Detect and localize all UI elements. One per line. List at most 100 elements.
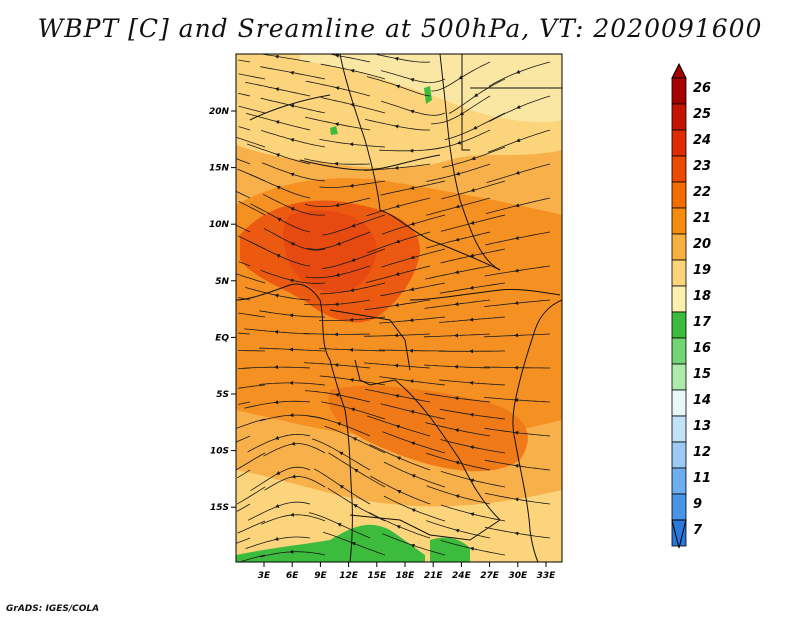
streamline-arrow: [394, 56, 399, 61]
streamline: [238, 73, 266, 80]
streamline-arrow: [274, 400, 279, 405]
streamline-arrow: [409, 148, 414, 153]
streamline-arrow: [274, 329, 279, 334]
lon-label: 3E: [258, 571, 271, 581]
colorbar-label: 12: [693, 445, 711, 460]
streamline-arrow: [334, 332, 338, 337]
streamline-arrow: [514, 464, 519, 468]
lon-label: 12E: [339, 571, 359, 581]
field-south-orange: [328, 385, 528, 472]
streamline: [238, 59, 251, 63]
streamline-arrow: [334, 363, 339, 367]
streamline: [238, 401, 251, 405]
streamline-arrow: [456, 140, 462, 145]
chart-title: WBPT [C] and Sreamline at 500hPa, VT: 20…: [37, 14, 763, 43]
border-8: [394, 379, 501, 521]
streamline-arrow: [469, 512, 475, 517]
streamline-arrow: [395, 84, 401, 89]
streamline-arrow: [336, 241, 341, 246]
streamline: [238, 261, 251, 267]
streamline-arrow: [291, 474, 296, 479]
colorbar-label: 15: [693, 367, 711, 382]
colorbar-label: 20: [693, 237, 711, 252]
streamline-arrow: [339, 485, 344, 489]
colorbar-swatch: [671, 233, 687, 261]
colorbar-label: 9: [693, 497, 702, 512]
streamline-arrow: [455, 528, 460, 533]
streamline-arrow: [275, 120, 280, 125]
streamline-arrow: [469, 380, 474, 385]
streamline-arrow: [409, 318, 414, 323]
streamline-arrow: [274, 365, 278, 370]
streamline-arrow: [470, 220, 475, 225]
colorbar-swatch: [671, 415, 687, 443]
streamline-arrow: [473, 93, 479, 97]
streamline: [236, 486, 266, 505]
streamline-arrow: [411, 508, 416, 513]
colorbar-swatch: [671, 207, 687, 235]
streamline-arrow: [349, 288, 355, 292]
streamline: [376, 54, 431, 63]
streamline-arrow: [410, 255, 415, 260]
streamline-arrow: [409, 410, 415, 414]
coastline-east: [512, 299, 562, 562]
map-frame: [235, 53, 563, 563]
colorbar-label: 16: [693, 341, 711, 356]
streamline-arrow: [274, 537, 279, 541]
streamline-arrow: [334, 54, 339, 58]
borders: [236, 54, 562, 562]
colorbar-label: 25: [693, 107, 711, 122]
colorbar: 26 25 24 23 22 21 20 19 18 17 16 15 14 13 12 11 9 7: [671, 62, 712, 549]
streamline-arrow: [276, 185, 281, 190]
colorbar-swatch: [671, 181, 687, 209]
streamline-arrow: [472, 125, 478, 130]
field-green-north-2: [330, 126, 338, 135]
streamline-arrow: [350, 68, 355, 73]
streamline-arrow: [396, 525, 401, 529]
streamline-arrow: [335, 86, 340, 91]
streamline-arrow: [469, 349, 473, 354]
streamline-arrow: [469, 317, 474, 322]
border-1: [339, 54, 381, 211]
streamline-arrow: [514, 398, 519, 403]
streamline-arrow: [334, 161, 339, 166]
lon-label: 21E: [424, 571, 444, 581]
lon-label: 9E: [314, 571, 327, 581]
colorbar-bottom-arrow: [671, 519, 687, 549]
streamline-arrow: [454, 364, 459, 369]
streamline-arrow: [454, 333, 459, 338]
streamline: [236, 418, 266, 429]
streamline-arrow: [514, 365, 518, 370]
lat-label: 5N: [215, 277, 229, 287]
streamline-arrow: [350, 407, 355, 412]
streamline-arrow: [515, 170, 520, 175]
field-green-north: [424, 86, 432, 104]
streamline-arrow: [289, 512, 295, 517]
streamline-arrow: [351, 542, 356, 546]
streamline: [237, 520, 266, 534]
streamline-arrow: [514, 268, 519, 273]
border-9: [409, 289, 561, 301]
streamline-arrow: [349, 317, 354, 322]
colorbar-swatch: [671, 311, 687, 339]
colorbar-label: 11: [693, 471, 711, 486]
streamline-arrow: [274, 87, 280, 92]
streamline: [236, 158, 251, 165]
streamline-arrow: [396, 490, 402, 494]
streamline-arrow: [455, 171, 460, 176]
streamline-arrow: [410, 543, 415, 548]
streamline-arrow: [396, 456, 401, 461]
streamline: [238, 312, 266, 318]
streamline-arrow: [349, 183, 354, 188]
streamline-arrow: [274, 435, 280, 440]
streamline-arrow: [351, 223, 356, 228]
streamline-arrow: [410, 221, 415, 226]
streamline: [236, 452, 266, 470]
streamline-arrow: [290, 441, 296, 446]
streamline-arrow: [334, 393, 340, 397]
colorbar-label: 26: [693, 81, 711, 96]
streamline-arrow: [454, 270, 459, 274]
streamline-arrow: [514, 430, 519, 435]
colorbar-label: 21: [693, 211, 711, 226]
